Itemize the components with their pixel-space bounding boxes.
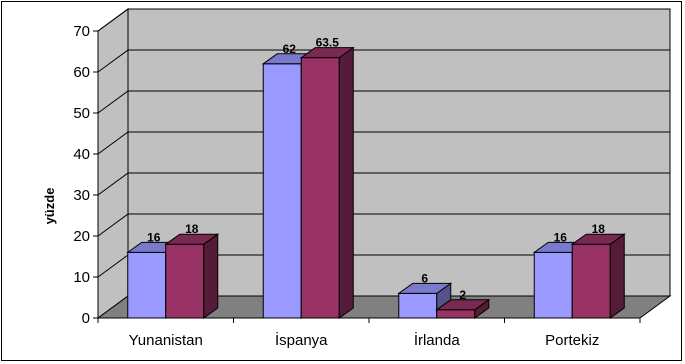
bar-front xyxy=(533,251,573,319)
bar-top xyxy=(435,299,491,311)
y-tick-label: 10 xyxy=(73,269,90,286)
data-label: 63.5 xyxy=(316,36,340,50)
gridline xyxy=(97,172,670,196)
bar-side xyxy=(203,233,219,319)
data-label: 6 xyxy=(421,271,428,285)
bar xyxy=(435,298,491,319)
x-category-label: Portekiz xyxy=(545,332,599,349)
bar-side xyxy=(609,233,625,319)
x-category-label: Yunanistan xyxy=(129,332,203,349)
bar-front xyxy=(398,292,438,319)
y-tick-label: 50 xyxy=(73,105,90,122)
y-tick-label: 70 xyxy=(73,23,90,40)
bar-top xyxy=(397,282,453,294)
side-wall xyxy=(97,8,129,319)
data-label: 62 xyxy=(283,42,297,56)
bar xyxy=(299,46,355,319)
bar xyxy=(164,233,220,319)
y-tick-label: 30 xyxy=(73,187,90,204)
bar-front xyxy=(300,57,340,319)
data-label: 18 xyxy=(185,222,199,236)
bar-front xyxy=(571,243,611,319)
gridline xyxy=(97,213,670,237)
bar-top xyxy=(299,47,355,59)
bar xyxy=(570,233,626,319)
gridline xyxy=(97,131,670,155)
bar-top xyxy=(164,233,220,245)
data-label: 16 xyxy=(554,230,568,244)
y-axis-label: yüzde xyxy=(42,188,57,225)
gridline xyxy=(97,49,670,73)
y-tick-label: 20 xyxy=(73,228,90,245)
bar-front xyxy=(262,63,302,319)
chart-bars xyxy=(126,46,626,319)
bar-front xyxy=(165,243,205,319)
gridline xyxy=(97,90,670,114)
bar-front xyxy=(436,309,476,319)
data-label: 16 xyxy=(147,230,161,244)
x-category-label: İspanya xyxy=(275,331,328,349)
y-tick-label: 0 xyxy=(82,310,90,327)
x-category-label: İrlanda xyxy=(414,331,461,349)
bar-front xyxy=(127,251,167,319)
bar-top xyxy=(570,233,626,245)
data-label: 18 xyxy=(592,222,606,236)
y-tick-label: 60 xyxy=(73,64,90,81)
gridline xyxy=(97,8,670,32)
bar-side xyxy=(338,46,354,319)
data-label: 2 xyxy=(459,288,466,302)
y-tick-label: 40 xyxy=(73,146,90,163)
